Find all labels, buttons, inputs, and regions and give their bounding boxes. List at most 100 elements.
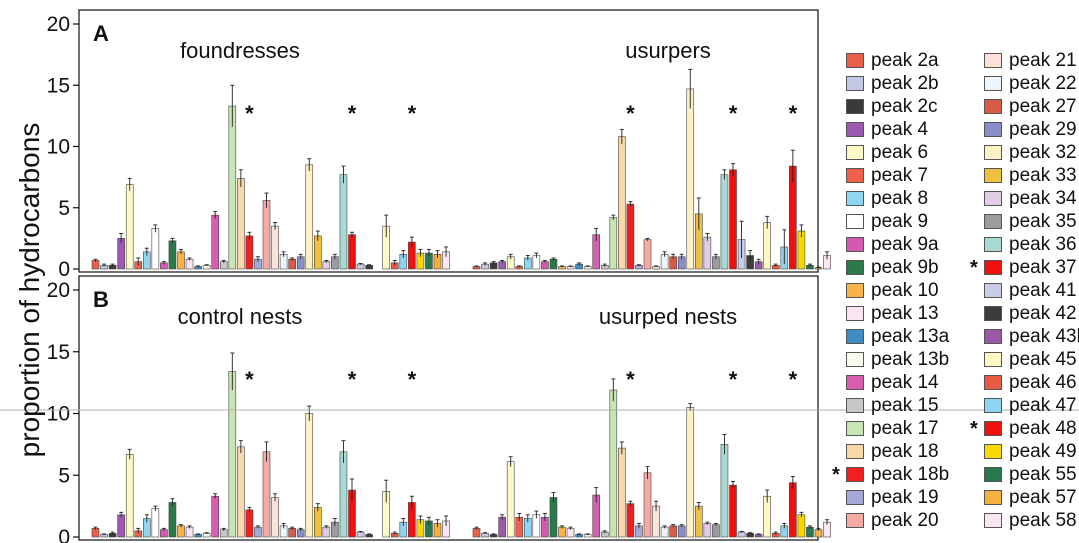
bar [177, 525, 185, 538]
bar [245, 509, 254, 538]
legend-swatch [846, 421, 864, 436]
bar [356, 531, 365, 538]
legend-label: peak 2a [871, 50, 939, 71]
group-title: usurped nests [599, 304, 737, 329]
bar [322, 526, 331, 538]
bar [254, 526, 262, 538]
significance-marker: * [626, 367, 635, 392]
bar [177, 251, 185, 270]
legend-label: peak 37 [1009, 257, 1077, 278]
legend-label: peak 45 [1009, 349, 1077, 370]
y-tick-label: 0 [58, 526, 70, 543]
y-tick-label: 10 [47, 136, 70, 159]
legend-label: peak 29 [1009, 119, 1077, 140]
legend-swatch [846, 352, 864, 367]
significance-marker: * [245, 367, 254, 392]
group-title: usurpers [625, 38, 711, 63]
significance-marker: * [729, 101, 738, 126]
legend-label: peak 18 [871, 441, 939, 462]
bar [356, 263, 365, 270]
bar [168, 240, 177, 270]
legend-label: peak 22 [1009, 73, 1077, 94]
bar [703, 523, 712, 538]
bar [262, 200, 271, 270]
legend-swatch [846, 122, 864, 137]
legend-label: peak 21 [1009, 50, 1077, 71]
legend-label: peak 32 [1009, 142, 1077, 163]
legend-significance-marker: * [970, 418, 978, 440]
legend-swatch [846, 145, 864, 160]
bar [618, 136, 626, 270]
legend-swatch [846, 467, 864, 482]
legend-label: peak 18b [871, 464, 950, 485]
legend-swatch [984, 145, 1002, 160]
bar [558, 526, 566, 538]
bar [618, 447, 626, 538]
bar [348, 234, 356, 270]
y-tick-label: 15 [47, 341, 70, 364]
legend-label: peak 35 [1009, 211, 1077, 232]
legend-label: peak 13b [871, 349, 950, 370]
legend-swatch [846, 375, 864, 390]
bar [472, 528, 481, 538]
panel-label: B [93, 287, 109, 312]
legend-label: peak 41 [1009, 280, 1077, 301]
bar [729, 169, 737, 270]
bar [703, 236, 712, 270]
panel-frame [78, 275, 819, 541]
bar [125, 184, 134, 270]
bar [91, 260, 100, 270]
bar [720, 174, 729, 270]
bar [313, 235, 322, 270]
y-tick-label: 15 [47, 74, 70, 97]
legend-label: peak 2b [871, 73, 939, 94]
y-tick-label: 20 [47, 13, 70, 36]
group-title: control nests [178, 304, 303, 329]
legend-swatch [984, 444, 1002, 459]
bar [729, 484, 737, 538]
panel-label: A [93, 21, 109, 46]
bar [125, 453, 134, 538]
legend-label: peak 42 [1009, 303, 1077, 324]
legend-swatch [984, 76, 1002, 91]
bar [339, 451, 348, 538]
legend-swatch [846, 306, 864, 321]
bar [228, 105, 237, 270]
legend-label: peak 9b [871, 257, 939, 278]
significance-marker: * [408, 367, 417, 392]
bar [237, 178, 245, 270]
legend-label: peak 7 [871, 165, 929, 186]
bar [720, 444, 729, 538]
legend-label: peak 15 [871, 395, 939, 416]
y-axis-label: proportion of hydrocarbons [14, 122, 45, 458]
significance-marker: * [348, 101, 357, 126]
legend-label: peak 9a [871, 234, 939, 255]
legend-label: peak 4 [871, 119, 929, 140]
legend-swatch [984, 467, 1002, 482]
legend-swatch [984, 237, 1002, 252]
bar [797, 514, 806, 538]
y-tick-label: 10 [47, 403, 70, 426]
legend-label: peak 47 [1009, 395, 1077, 416]
legend-swatch [984, 214, 1002, 229]
bar [211, 214, 219, 270]
legend-swatch [984, 352, 1002, 367]
significance-marker: * [408, 101, 417, 126]
legend-significance-marker: * [832, 464, 840, 486]
bar [498, 516, 506, 538]
legend-label: peak 46 [1009, 372, 1077, 393]
legend-label: peak 48 [1009, 418, 1077, 439]
legend-swatch [846, 398, 864, 413]
bar [712, 524, 720, 538]
legend-swatch [984, 260, 1002, 275]
significance-marker: * [789, 101, 798, 126]
bar [168, 502, 177, 538]
legend-label: peak 13a [871, 326, 950, 347]
legend-swatch [846, 237, 864, 252]
legend-label: peak 43b [1009, 326, 1079, 347]
bar [549, 497, 558, 538]
bar [506, 461, 515, 538]
legend-label: peak 34 [1009, 188, 1077, 209]
legend-swatch [984, 168, 1002, 183]
bar [151, 508, 160, 538]
